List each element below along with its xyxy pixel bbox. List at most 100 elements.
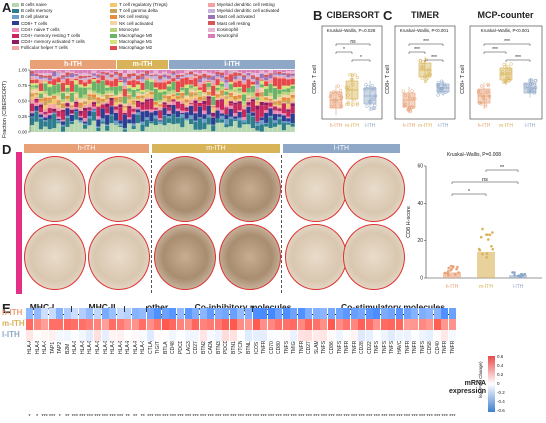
ihc-tissue-core bbox=[219, 224, 281, 290]
x-tick-label: l-ITH bbox=[513, 284, 524, 290]
heatmap-cell bbox=[161, 319, 169, 330]
stack-segment bbox=[224, 95, 229, 97]
heatmap-cell bbox=[26, 330, 34, 341]
stack-segment bbox=[69, 121, 74, 124]
gene-label: HLA-E bbox=[125, 339, 132, 354]
group-divider bbox=[123, 306, 125, 312]
legend-swatch bbox=[12, 33, 19, 38]
heatmap-cell bbox=[184, 319, 192, 330]
group-header-m: m-ITH bbox=[117, 60, 168, 69]
point bbox=[481, 96, 485, 100]
stack-segment bbox=[122, 70, 127, 74]
stack-segment bbox=[290, 101, 295, 104]
heatmap-cell bbox=[418, 308, 426, 319]
stack-segment bbox=[43, 72, 48, 76]
stack-segment bbox=[193, 86, 198, 88]
stack-segment bbox=[140, 70, 145, 73]
stack-segment bbox=[237, 95, 242, 98]
stack-segment bbox=[30, 94, 35, 97]
stack-segment bbox=[105, 72, 110, 75]
stack-segment bbox=[228, 70, 233, 71]
stack-segment bbox=[211, 106, 216, 108]
stack-segment bbox=[281, 100, 286, 103]
divider-1 bbox=[151, 155, 152, 293]
point bbox=[449, 264, 453, 268]
gene-label: BTNL2 bbox=[245, 338, 252, 354]
stack-segment bbox=[105, 78, 110, 81]
stack-segment bbox=[224, 124, 229, 128]
stack-segment bbox=[113, 74, 119, 77]
sig-label: * bbox=[343, 47, 345, 53]
heatmap-cell bbox=[146, 308, 154, 319]
heatmap-cell bbox=[101, 330, 109, 341]
stack-segment bbox=[255, 105, 260, 110]
stack-segment bbox=[87, 74, 92, 76]
stack-segment bbox=[118, 91, 123, 94]
stack-segment bbox=[180, 98, 185, 101]
stack-segment bbox=[219, 92, 225, 96]
stack-segment bbox=[109, 106, 114, 115]
stack-segment bbox=[87, 87, 92, 89]
stack-segment bbox=[272, 74, 278, 76]
stack-segment bbox=[242, 70, 247, 74]
stack-segment bbox=[30, 103, 35, 112]
stack-segment bbox=[215, 122, 220, 132]
heatmap-cell bbox=[229, 330, 237, 341]
stack-segment bbox=[87, 96, 92, 101]
stack-segment bbox=[272, 110, 278, 115]
point bbox=[353, 73, 357, 77]
stack-segment bbox=[140, 79, 145, 83]
stack-segment bbox=[131, 76, 136, 78]
stack-segment bbox=[233, 99, 238, 100]
stack-segment bbox=[211, 112, 216, 117]
stack-segment bbox=[193, 90, 198, 93]
stack-segment bbox=[189, 118, 194, 125]
stack-segment bbox=[149, 81, 154, 91]
sig-label: ** bbox=[500, 165, 505, 171]
legend-item: Eosinophil bbox=[208, 27, 238, 32]
stack-segment bbox=[281, 73, 286, 76]
heatmap-cell bbox=[101, 319, 109, 330]
stack-segment bbox=[215, 94, 220, 97]
stack-segment bbox=[237, 90, 242, 94]
point bbox=[346, 85, 350, 89]
stack-segment bbox=[65, 77, 70, 79]
stack-segment bbox=[60, 78, 66, 81]
legend-item: Myeloid dendritic cell resting bbox=[208, 2, 275, 7]
stack-segment bbox=[268, 108, 273, 116]
stack-segment bbox=[127, 95, 132, 100]
stack-segment bbox=[158, 118, 163, 121]
significance-star: *** bbox=[71, 414, 78, 420]
stack-segment bbox=[197, 79, 203, 82]
stack-segment bbox=[242, 80, 247, 83]
stack-segment bbox=[87, 118, 92, 126]
stack-segment bbox=[109, 74, 114, 78]
stack-segment bbox=[105, 74, 110, 79]
significance-star: ** bbox=[65, 414, 70, 420]
ihc-tissue-core bbox=[24, 156, 86, 222]
sig-label: *** bbox=[423, 39, 429, 45]
stack-segment bbox=[105, 113, 110, 116]
stack-segment bbox=[184, 109, 189, 112]
stack-segment bbox=[140, 124, 145, 132]
stack-segment bbox=[140, 82, 145, 90]
heatmap-cell bbox=[282, 330, 290, 341]
stack-segment bbox=[281, 75, 286, 77]
stack-segment bbox=[34, 92, 39, 94]
stack-segment bbox=[34, 93, 39, 95]
heatmap-cell bbox=[282, 319, 290, 330]
stack-segment bbox=[259, 80, 264, 85]
stack-segment bbox=[144, 89, 150, 93]
heatmap-cell bbox=[312, 330, 320, 341]
stack-segment bbox=[144, 73, 150, 76]
stack-segment bbox=[290, 123, 295, 127]
stack-segment bbox=[96, 103, 101, 107]
heatmap-cell bbox=[199, 330, 207, 341]
heatmap-cell bbox=[365, 308, 373, 319]
stack-segment bbox=[180, 89, 185, 92]
stack-segment bbox=[131, 123, 136, 127]
stack-segment bbox=[105, 100, 110, 104]
heatmap-group-title: Co-inhibitory molecules bbox=[194, 302, 292, 312]
significance-star: *** bbox=[48, 414, 56, 420]
stack-segment bbox=[197, 92, 203, 94]
